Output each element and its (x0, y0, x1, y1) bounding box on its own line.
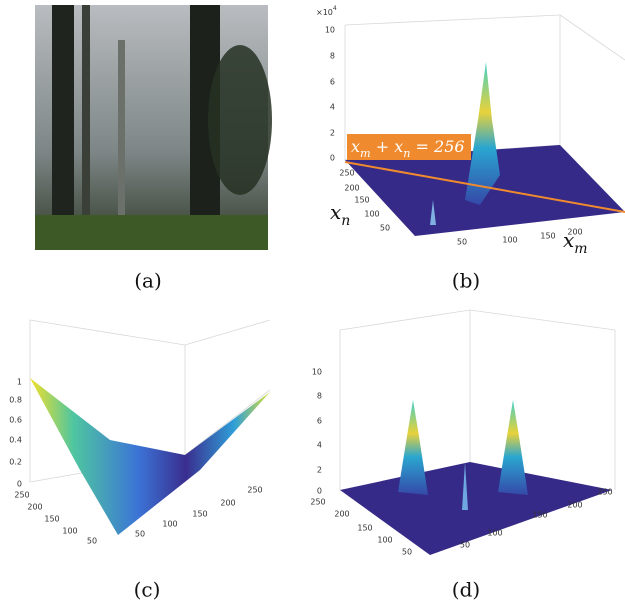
z-tick-label: 2 (330, 129, 335, 138)
math-subscript: m (360, 147, 371, 160)
y-tick-label: 150 (44, 515, 59, 524)
page: Figure {"panels": [ {"caption": "(a)"}, … (0, 0, 625, 611)
z-tick-label: 0.2 (9, 458, 22, 467)
math-part: x (394, 137, 403, 156)
z-tick-label: 1 (17, 378, 22, 387)
z-tick-label: 0 (317, 487, 322, 496)
math-part: x (563, 228, 574, 252)
x-tick-label: 50 (135, 530, 145, 539)
math-subscript: n (403, 147, 410, 160)
body: (a)(b)10864202502001501005050100150200(c… (0, 0, 625, 611)
tree-trunk (82, 5, 90, 215)
math-part: + (371, 137, 395, 156)
y-tick-label: 250 (339, 169, 354, 178)
z-tick-label: 6 (317, 417, 322, 426)
x-tick-label: 150 (532, 511, 547, 520)
y-tick-label: 100 (377, 536, 392, 545)
z-tick-label: 0 (330, 154, 335, 163)
y-tick-label: 200 (344, 184, 359, 193)
z-tick-label: 8 (317, 392, 322, 401)
math-part: x (351, 137, 360, 156)
y-tick-label: 250 (14, 491, 29, 500)
y-tick-label: 100 (62, 527, 77, 536)
z-tick-label: 10 (312, 368, 322, 377)
math-part: = 256 (410, 137, 464, 156)
tree-trunk (52, 5, 74, 230)
z-tick-label: 0.8 (9, 396, 22, 405)
plot-d (340, 310, 615, 555)
z-multiplier: ×104 (316, 5, 337, 17)
figure: (a)(b)10864202502001501005050100150200(c… (0, 0, 625, 611)
caption: (d) (452, 578, 480, 602)
z-tick-label: 0.4 (9, 436, 22, 445)
x-tick-label: 150 (540, 232, 555, 241)
z-multiplier-exponent: 4 (333, 5, 337, 12)
y-tick-label: 100 (364, 210, 379, 219)
math-subscript: m (574, 241, 587, 257)
y-tick-label: 200 (27, 503, 42, 512)
x-tick-label: 100 (487, 529, 502, 538)
x-tick-label: 250 (247, 486, 262, 495)
caption: (a) (134, 269, 162, 293)
surface-peak (498, 400, 528, 495)
x-tick-label: 100 (162, 520, 177, 529)
plot-b (345, 15, 625, 236)
y-tick-label: 150 (357, 524, 372, 533)
y-tick-label: 150 (354, 196, 369, 205)
y-tick-label: 200 (334, 510, 349, 519)
y-tick-label: 250 (310, 498, 325, 507)
foliage (208, 45, 272, 195)
math-subscript: n (341, 213, 350, 229)
x-tick-label: 100 (502, 236, 517, 245)
x-tick-label: 200 (567, 501, 582, 510)
x-tick-label: 50 (460, 541, 470, 550)
x-tick-label: 50 (457, 238, 467, 247)
caption: (b) (452, 269, 480, 293)
z-tick-label: 8 (330, 52, 335, 61)
tree-trunk (118, 40, 125, 220)
z-multiplier-base: ×10 (316, 8, 333, 17)
y-tick-label: 50 (87, 537, 97, 546)
x-tick-label: 250 (597, 488, 612, 497)
photo (35, 5, 272, 250)
z-tick-label: 4 (330, 103, 335, 112)
z-tick-label: 10 (325, 26, 335, 35)
z-tick-label: 2 (317, 466, 322, 475)
z-tick-label: 4 (317, 441, 322, 450)
z-tick-label: 0 (17, 480, 22, 489)
x-tick-label: 150 (192, 510, 207, 519)
x-tick-label: 200 (220, 499, 235, 508)
axis-box (340, 310, 615, 490)
math-part: x (330, 200, 341, 224)
ground (35, 215, 268, 250)
y-tick-label: 50 (380, 224, 390, 233)
surface (30, 378, 270, 535)
surface-peak (398, 400, 428, 495)
y-tick-label: 50 (402, 548, 412, 557)
z-tick-label: 6 (330, 78, 335, 87)
y-axis-label: xn (330, 200, 350, 230)
z-tick-label: 0.6 (9, 416, 22, 425)
caption: (c) (134, 578, 161, 602)
